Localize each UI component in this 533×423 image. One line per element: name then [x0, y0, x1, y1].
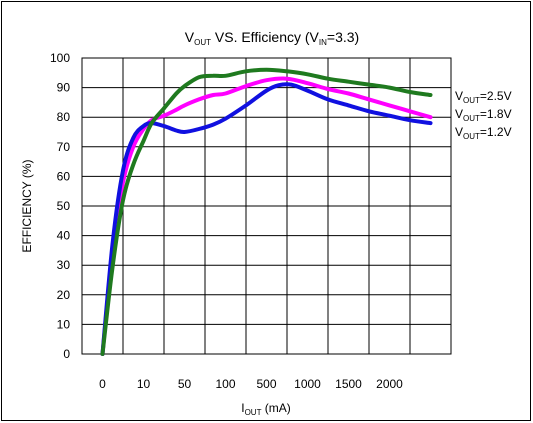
x-tick-label: 10 — [137, 377, 151, 391]
series-line-1-8v — [100, 76, 433, 356]
x-tick-label: 1000 — [294, 377, 321, 391]
y-tick-label: 0 — [63, 347, 70, 361]
y-tick-label: 80 — [57, 110, 71, 124]
y-tick-label: 70 — [57, 140, 71, 154]
y-tick-label: 30 — [57, 258, 71, 272]
x-axis-ticks: 0 10 50 100 500 1000 1500 2000 — [99, 377, 403, 391]
legend-item-1-2v: VOUT=1.2V — [455, 125, 512, 141]
legend-item-2-5v: VOUT=2.5V — [455, 89, 512, 105]
y-axis-ticks: 0 10 20 30 40 50 60 70 80 90 100 — [50, 51, 70, 361]
y-tick-label: 90 — [57, 81, 71, 95]
plot-area-border — [81, 57, 452, 355]
series-line-1-2v — [100, 82, 433, 356]
series-lines — [100, 67, 433, 356]
y-tick-label: 20 — [57, 288, 71, 302]
y-axis-label: EFFICIENCY (%) — [20, 159, 34, 252]
y-tick-label: 40 — [57, 229, 71, 243]
series-line-2-5v — [100, 67, 433, 356]
chart-title: VOUT VS. Efficiency (VIN=3.3) — [185, 29, 359, 47]
x-tick-label: 100 — [215, 377, 235, 391]
y-tick-label: 50 — [57, 199, 71, 213]
x-axis-label: IOUT (mA) — [241, 401, 291, 417]
x-tick-label: 1500 — [335, 377, 362, 391]
x-tick-label: 500 — [256, 377, 276, 391]
y-tick-label: 10 — [57, 317, 71, 331]
y-tick-label: 60 — [57, 169, 71, 183]
x-tick-label: 0 — [99, 377, 106, 391]
x-tick-label: 50 — [178, 377, 192, 391]
x-tick-label: 2000 — [376, 377, 403, 391]
legend-item-1-8v: VOUT=1.8V — [455, 107, 512, 123]
y-tick-label: 100 — [50, 51, 70, 65]
grid-lines — [82, 58, 451, 354]
